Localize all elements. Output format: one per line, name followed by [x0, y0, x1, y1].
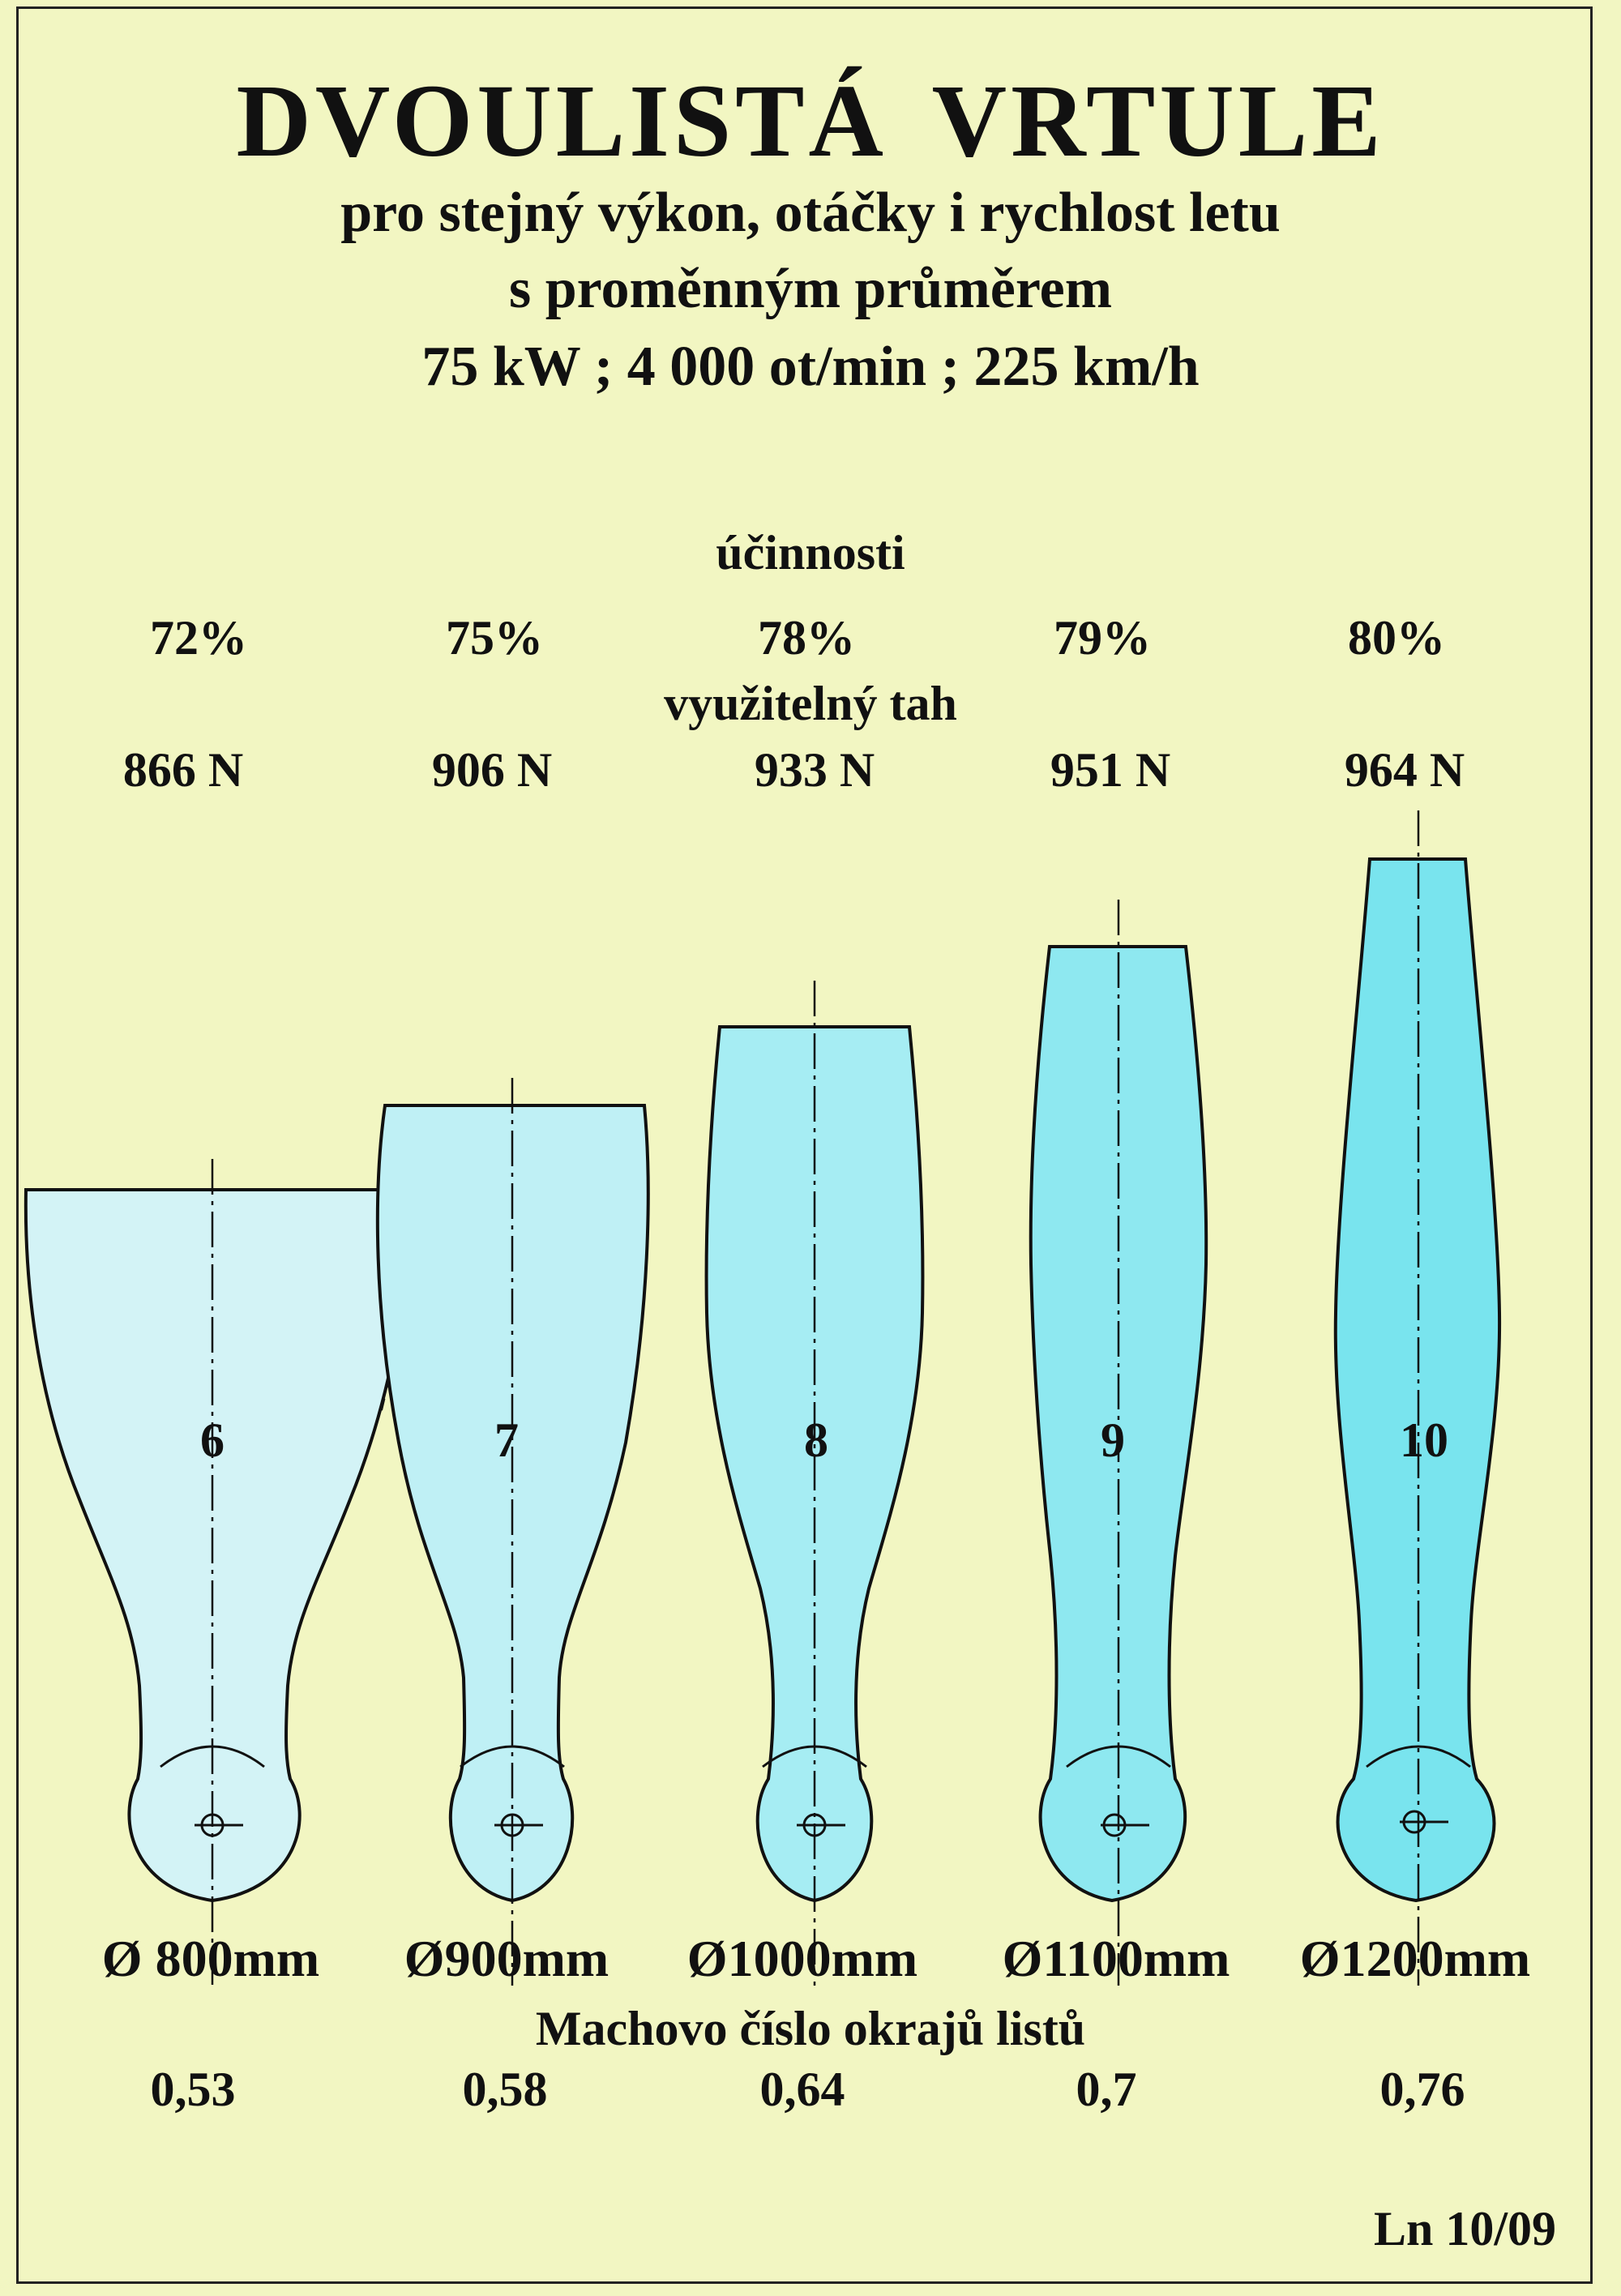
blade-10: [1333, 810, 1502, 1986]
diameter-value: Ø1000mm: [686, 1930, 918, 1987]
page-frame: [16, 6, 1593, 2284]
efficiency-value: 80%: [1348, 611, 1445, 665]
subtitle-line-1: pro stejný výkon, otáčky i rychlost letu: [340, 182, 1281, 244]
efficiency-value: 79%: [1054, 611, 1151, 665]
blade-8: [704, 981, 925, 1986]
mach-value: 0,7: [1076, 2063, 1137, 2116]
thrust-value: 866 N: [122, 743, 244, 797]
diameter-value: Ø1200mm: [1299, 1930, 1531, 1987]
diameter-value: Ø900mm: [404, 1930, 609, 1987]
mach-value: 0,58: [462, 2063, 548, 2116]
blade-number: 6: [200, 1413, 225, 1467]
blade-number: 7: [494, 1413, 519, 1467]
blade-number: 8: [804, 1413, 828, 1467]
blade-9-outline: [1029, 945, 1208, 1903]
efficiency-value: 78%: [758, 611, 855, 665]
footer-code: Ln 10/09: [1373, 2202, 1556, 2255]
thrust-label: využitelný tah: [664, 677, 957, 730]
thrust-value: 964 N: [1344, 743, 1465, 797]
thrust-value: 906 N: [431, 743, 553, 797]
blade-number: 9: [1101, 1413, 1125, 1467]
mach-label: Machovo číslo okrajů listů: [535, 2002, 1086, 2055]
mach-value: 0,53: [150, 2063, 236, 2116]
blade-6-outline: [24, 1188, 418, 1903]
blade-6: [24, 1159, 418, 1986]
efficiency-value: 72%: [150, 611, 247, 665]
diameter-value: Ø1100mm: [1002, 1930, 1230, 1987]
blade-9: [1029, 900, 1208, 1986]
efficiency-value: 75%: [446, 611, 543, 665]
subtitle-line-3: 75 kW ; 4 000 ot/min ; 225 km/h: [421, 336, 1200, 398]
mach-value: 0,64: [759, 2063, 845, 2116]
mach-value: 0,76: [1379, 2063, 1465, 2116]
efficiency-label: účinnosti: [716, 526, 905, 579]
thrust-value: 951 N: [1050, 743, 1171, 797]
blade-7: [375, 1078, 650, 1986]
subtitle-line-2: s proměnným průměrem: [508, 258, 1113, 320]
diameter-value: Ø 800mm: [101, 1930, 320, 1987]
page-title: DVOULISTÁ VRTULE: [236, 63, 1385, 178]
thrust-value: 933 N: [754, 743, 875, 797]
blade-number: 10: [1400, 1413, 1448, 1467]
